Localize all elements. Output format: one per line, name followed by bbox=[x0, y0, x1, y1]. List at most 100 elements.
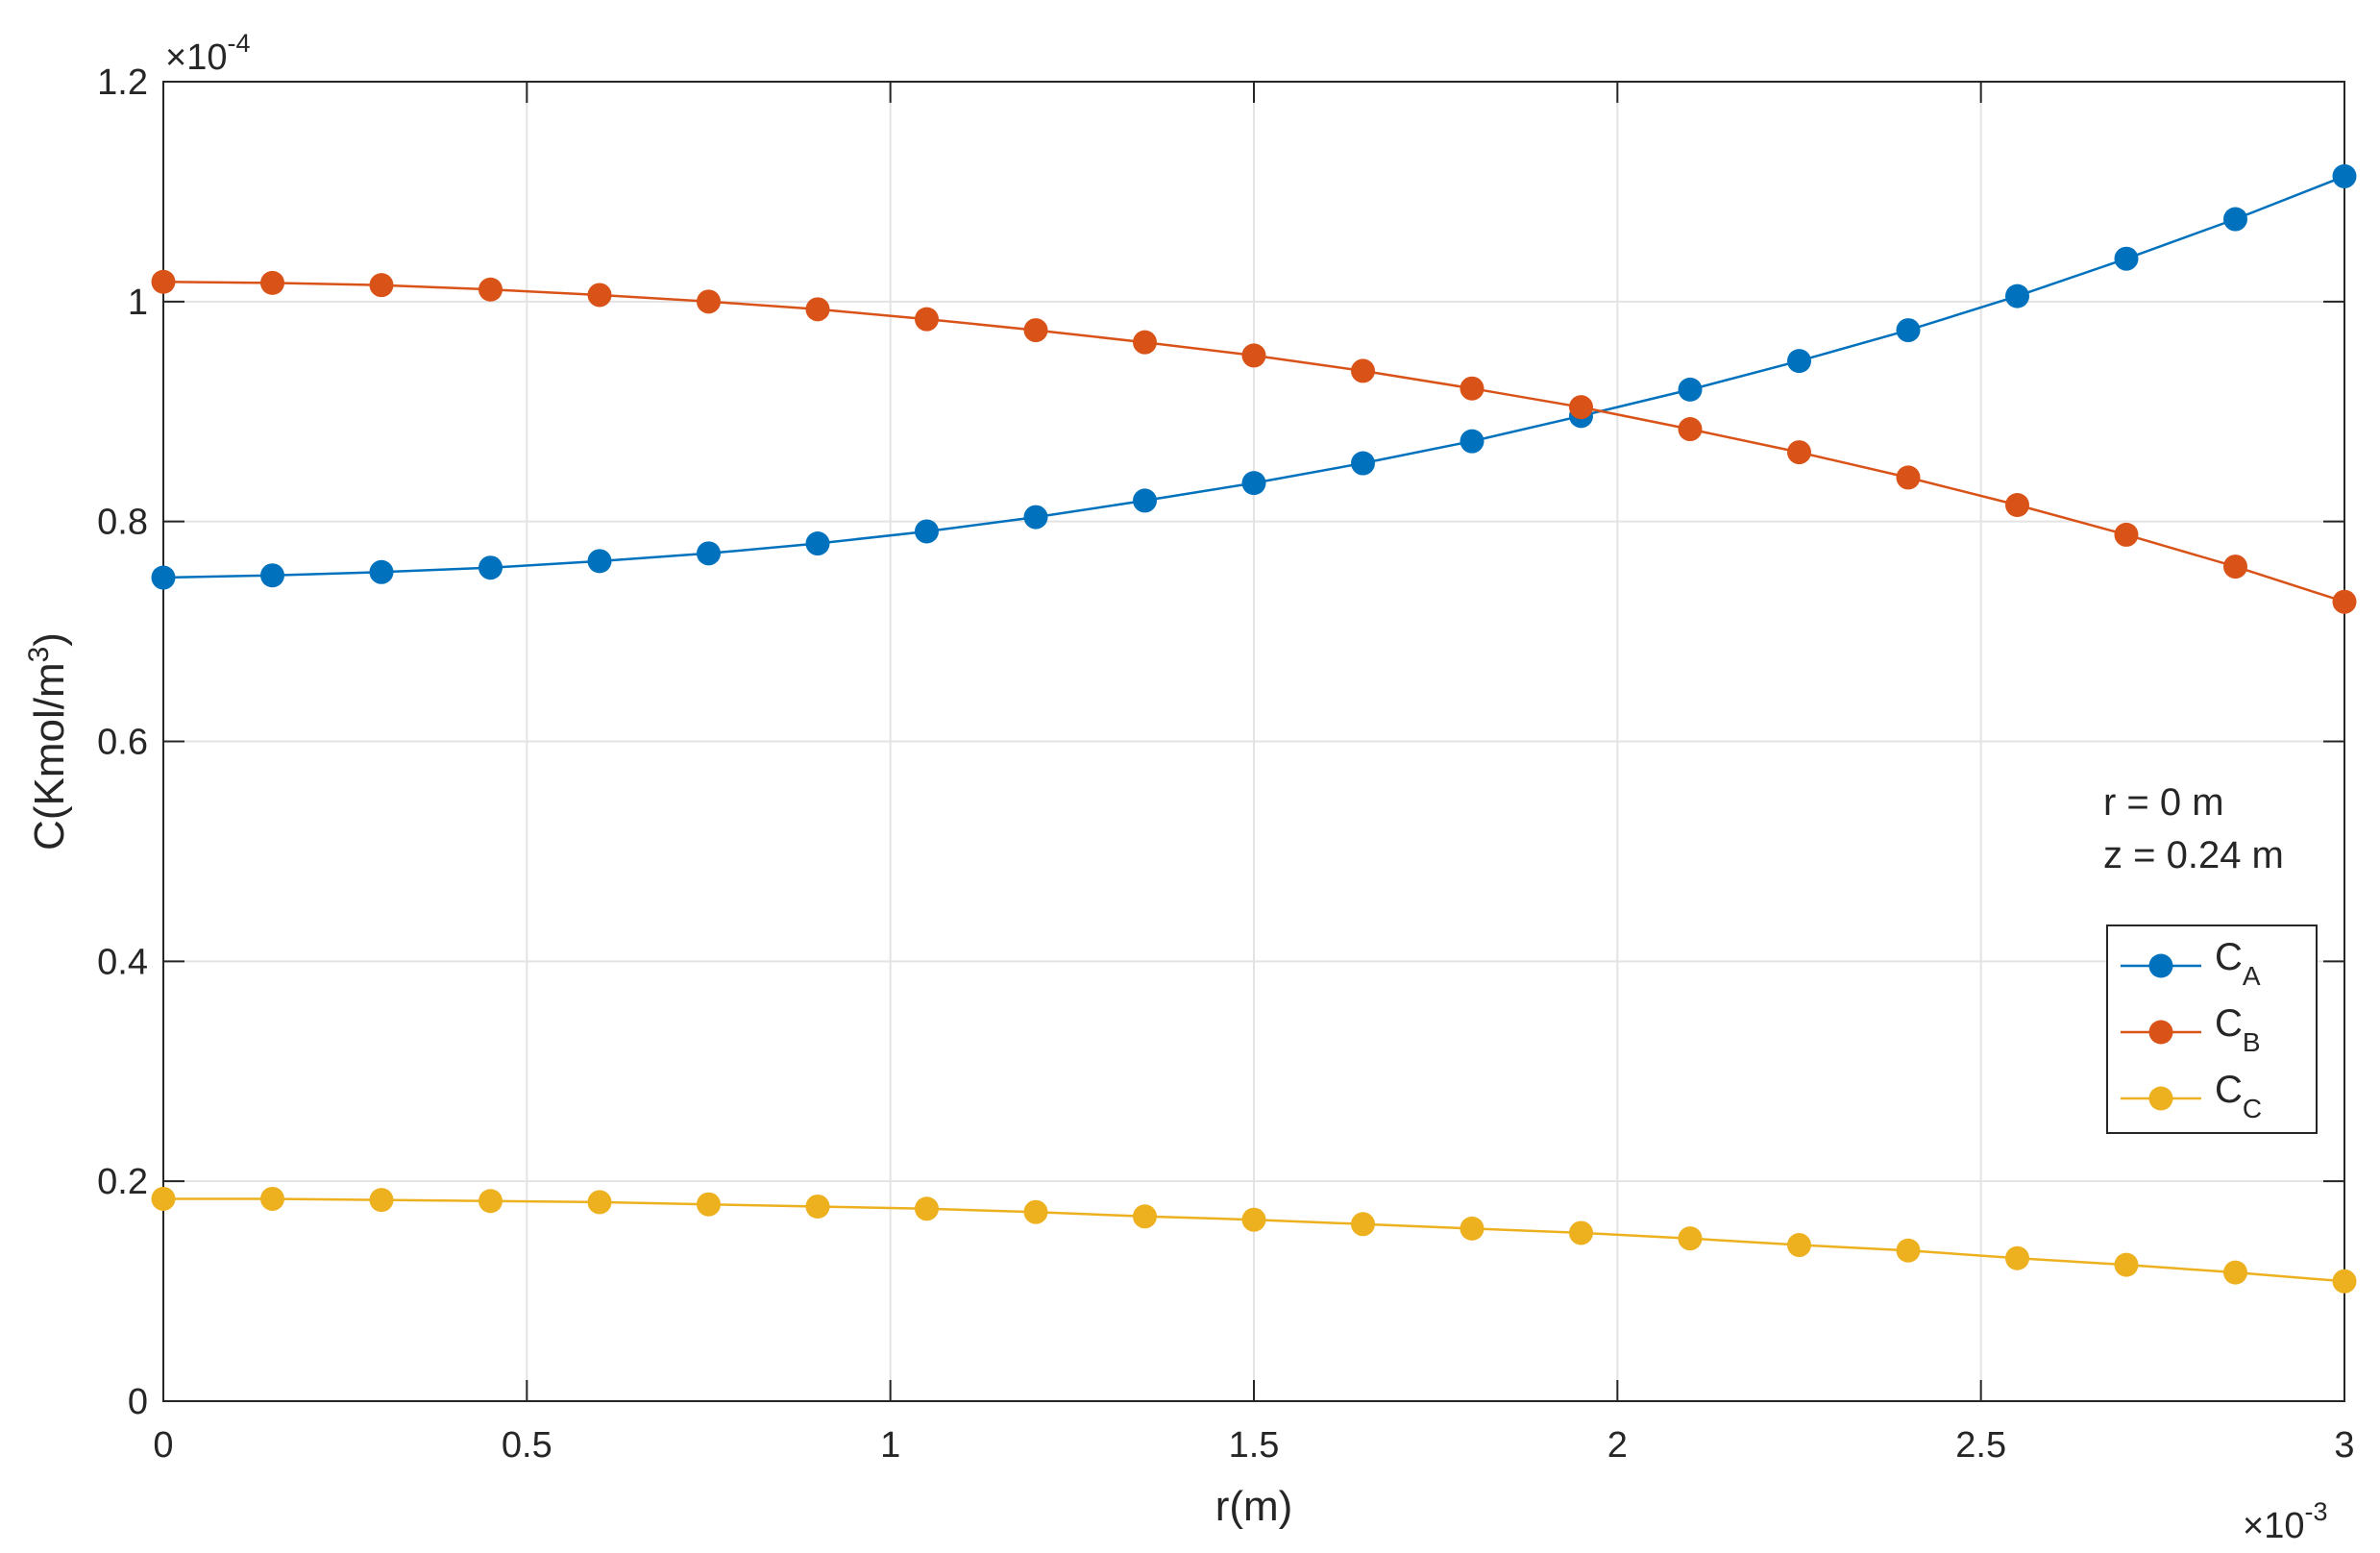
x-axis-label: r(m) bbox=[1215, 1483, 1293, 1530]
x-tick-label: 1 bbox=[880, 1425, 900, 1466]
data-point-ca bbox=[2114, 246, 2139, 271]
data-point-cc bbox=[1569, 1220, 1593, 1245]
data-point-cb bbox=[1569, 395, 1593, 420]
data-point-cb bbox=[1896, 465, 1921, 490]
y-multiplier-exponent: -4 bbox=[227, 29, 250, 58]
data-point-ca bbox=[697, 541, 721, 566]
legend-label-main: C bbox=[2215, 936, 2243, 978]
data-point-cc bbox=[1133, 1204, 1157, 1229]
legend-item-cc: CC bbox=[2121, 1069, 2262, 1123]
series-cb bbox=[151, 269, 2357, 614]
x-tick-label: 3 bbox=[2334, 1425, 2354, 1466]
series-ca bbox=[151, 163, 2357, 590]
annotation-radius: r = 0 m bbox=[2103, 781, 2224, 824]
x-tick-label: 2 bbox=[1607, 1425, 1628, 1466]
data-point-ca bbox=[1023, 505, 1048, 530]
data-point-ca bbox=[2005, 283, 2029, 308]
data-point-ca bbox=[1351, 451, 1375, 476]
legend-label-main: C bbox=[2215, 1002, 2243, 1045]
data-point-cc bbox=[1678, 1226, 1703, 1251]
data-point-ca bbox=[2223, 207, 2247, 232]
legend-marker bbox=[2148, 1020, 2173, 1045]
data-point-ca bbox=[1241, 471, 1266, 496]
data-point-cc bbox=[478, 1189, 503, 1214]
data-point-ca bbox=[260, 563, 284, 588]
data-point-cb bbox=[260, 270, 284, 295]
data-point-cc bbox=[2005, 1245, 2029, 1270]
legend-label-main: C bbox=[2215, 1069, 2243, 1111]
legend-marker bbox=[2148, 953, 2173, 978]
data-point-ca bbox=[1896, 318, 1921, 343]
data-point-ca bbox=[2332, 163, 2357, 188]
y-tick-label: 0 bbox=[128, 1382, 148, 1422]
series-cc bbox=[151, 1186, 2357, 1294]
data-point-cb bbox=[2005, 493, 2029, 518]
x-axis-multiplier: ×10-3 bbox=[2243, 1497, 2327, 1546]
data-point-cc bbox=[587, 1190, 612, 1215]
x-tick-label: 0 bbox=[153, 1425, 173, 1466]
data-point-cc bbox=[1241, 1207, 1266, 1232]
data-point-cb bbox=[1460, 376, 1484, 401]
data-point-ca bbox=[478, 555, 503, 580]
y-tick-label: 1 bbox=[128, 283, 148, 323]
legend-box bbox=[2106, 924, 2318, 1134]
data-point-cb bbox=[478, 277, 503, 302]
data-point-ca bbox=[805, 531, 830, 556]
y-axis-label-superscript: 3 bbox=[23, 647, 55, 663]
y-tick-label: 1.2 bbox=[97, 62, 148, 103]
data-point-cb bbox=[805, 297, 830, 322]
data-point-cb bbox=[1241, 343, 1266, 368]
legend-label-subscript: C bbox=[2243, 1094, 2262, 1123]
data-point-cc bbox=[915, 1196, 939, 1221]
y-multiplier-base: ×10 bbox=[165, 37, 227, 78]
data-point-cb bbox=[151, 269, 176, 294]
y-axis-label-close: ) bbox=[26, 632, 73, 647]
data-point-ca bbox=[1787, 349, 1811, 374]
legend-label-subscript: B bbox=[2243, 1027, 2261, 1057]
y-axis-multiplier: ×10-4 bbox=[165, 29, 250, 78]
y-axis-label-text: C(Kmol/m bbox=[26, 662, 73, 850]
data-point-cc bbox=[2114, 1252, 2139, 1277]
y-tick-label: 0.2 bbox=[97, 1162, 148, 1202]
data-point-cb bbox=[1678, 417, 1703, 442]
data-point-ca bbox=[587, 549, 612, 574]
y-tick-label: 0.8 bbox=[97, 503, 148, 543]
data-point-cc bbox=[1896, 1238, 1921, 1263]
legend-item-ca: CA bbox=[2121, 936, 2261, 991]
data-point-cc bbox=[2223, 1260, 2247, 1285]
x-tick-label: 2.5 bbox=[1955, 1425, 2006, 1466]
data-point-cc bbox=[1787, 1233, 1811, 1258]
y-tick-label: 0.6 bbox=[97, 723, 148, 763]
data-point-cb bbox=[369, 273, 394, 298]
data-point-cb bbox=[1787, 440, 1811, 465]
data-point-ca bbox=[151, 565, 176, 590]
data-point-cc bbox=[805, 1194, 830, 1219]
y-tick-label: 0.4 bbox=[97, 942, 148, 982]
data-point-ca bbox=[1133, 488, 1157, 513]
data-point-cc bbox=[369, 1188, 394, 1213]
x-multiplier-exponent: -3 bbox=[2304, 1497, 2327, 1526]
data-point-cb bbox=[1023, 318, 1048, 343]
data-point-cc bbox=[1023, 1199, 1048, 1224]
data-point-cc bbox=[260, 1186, 284, 1211]
data-point-cb bbox=[697, 289, 721, 314]
x-tick-label: 0.5 bbox=[502, 1425, 552, 1466]
data-point-cb bbox=[1351, 358, 1375, 383]
data-point-cb bbox=[2114, 522, 2139, 547]
data-point-cb bbox=[1133, 330, 1157, 355]
annotation-height: z = 0.24 m bbox=[2103, 834, 2284, 876]
data-point-cc bbox=[697, 1192, 721, 1217]
legend-label: CB bbox=[2215, 1002, 2261, 1057]
data-point-cb bbox=[2223, 555, 2247, 579]
legend-label: CC bbox=[2215, 1069, 2262, 1123]
legend-label-subscript: A bbox=[2243, 961, 2261, 991]
data-point-cc bbox=[1351, 1212, 1375, 1237]
data-point-cc bbox=[151, 1186, 176, 1211]
legend-label: CA bbox=[2215, 936, 2261, 991]
data-point-cc bbox=[2332, 1269, 2357, 1294]
x-multiplier-base: ×10 bbox=[2243, 1506, 2304, 1546]
data-point-ca bbox=[1460, 429, 1484, 454]
axis-ticks bbox=[162, 81, 2345, 1402]
